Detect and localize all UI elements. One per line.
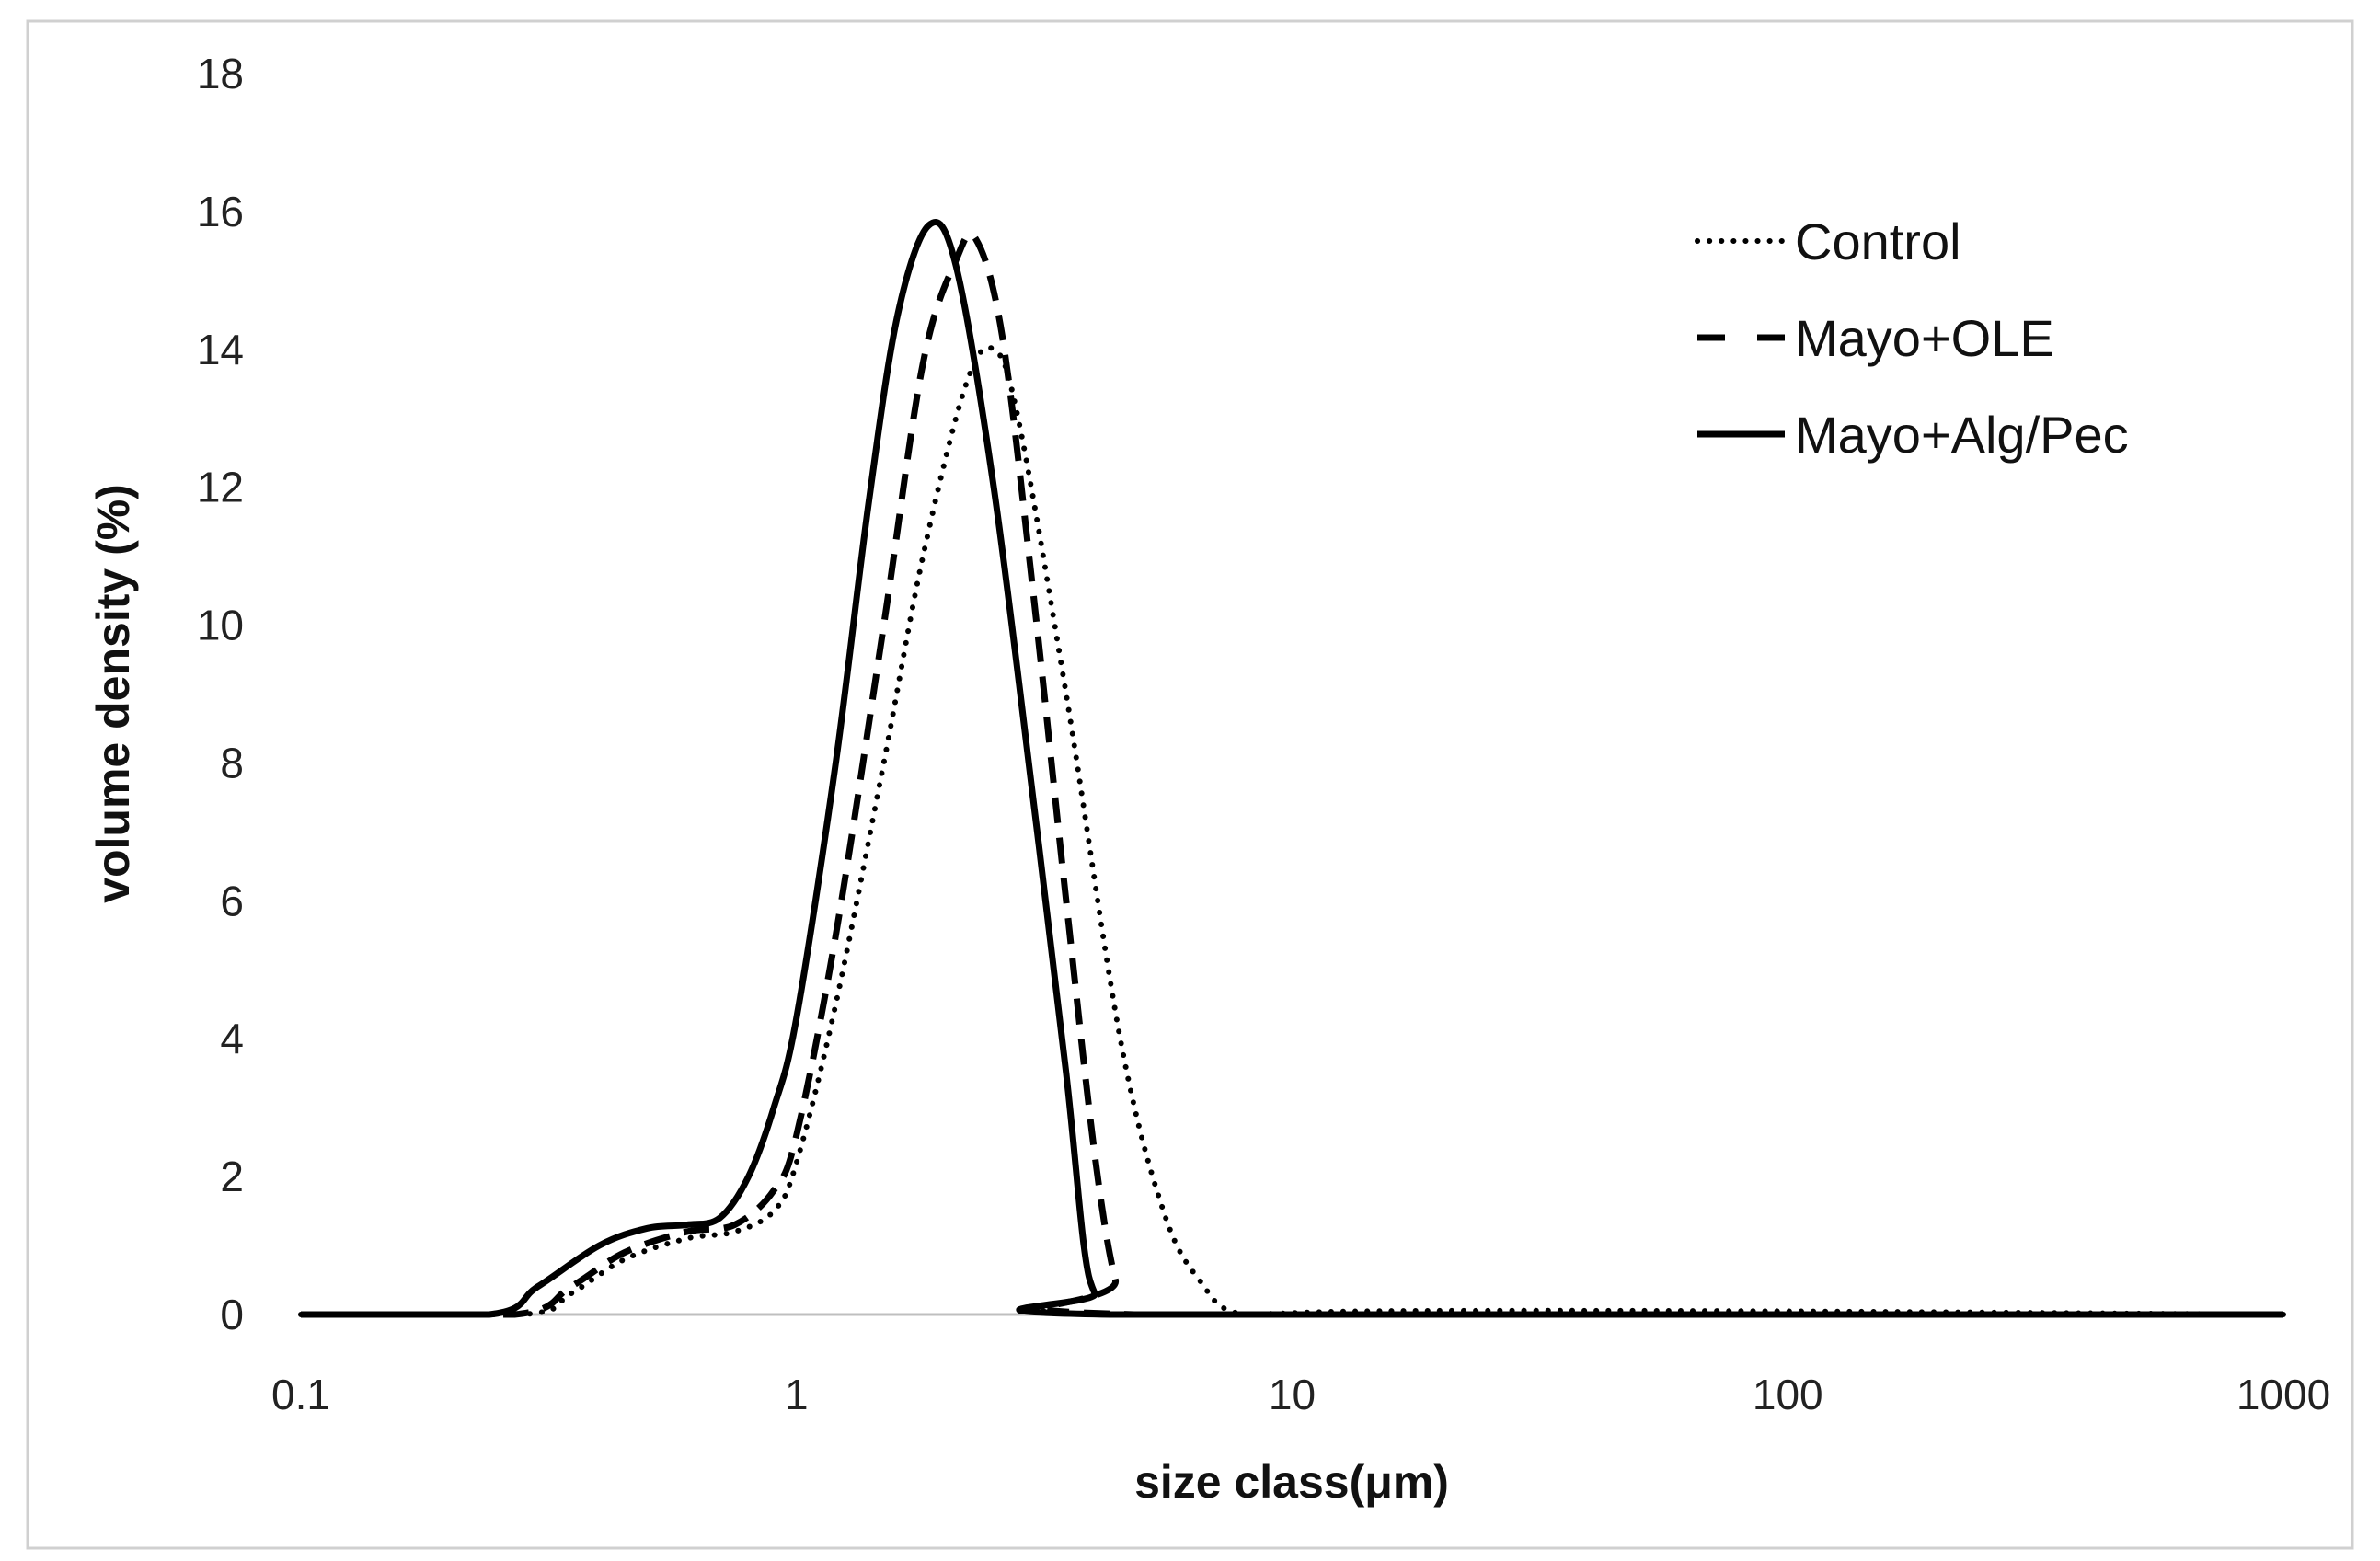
y-tick-label: 10 <box>197 602 244 649</box>
x-tick-label: 10 <box>1269 1371 1316 1418</box>
legend-label: Mayo+Alg/Pec <box>1795 406 2129 464</box>
legend-label: Control <box>1795 212 1961 270</box>
y-tick-label: 8 <box>220 739 244 786</box>
y-tick-label: 0 <box>220 1291 244 1338</box>
y-tick-label: 4 <box>220 1015 244 1062</box>
series-line-mayo-alg-pec <box>301 219 2283 1318</box>
x-tick-label: 0.1 <box>271 1371 330 1418</box>
y-axis-title: volume density (%) <box>87 484 139 903</box>
legend: Control Mayo+OLE Mayo+Alg/Pec <box>1695 212 2129 464</box>
x-axis-title: size class(μm) <box>1134 1456 1449 1508</box>
y-tick-label: 12 <box>197 464 244 511</box>
y-tick-label: 16 <box>197 188 244 235</box>
y-tick-label: 14 <box>197 326 244 373</box>
y-tick-label: 2 <box>220 1153 244 1200</box>
x-tick-label: 1000 <box>2236 1371 2330 1418</box>
legend-label: Mayo+OLE <box>1795 309 2054 367</box>
x-tick-label: 100 <box>1753 1371 1823 1418</box>
y-tick-label: 18 <box>197 50 244 98</box>
chart-frame <box>26 19 2354 1550</box>
x-tick-label: 1 <box>785 1371 809 1418</box>
y-tick-label: 6 <box>220 877 244 924</box>
